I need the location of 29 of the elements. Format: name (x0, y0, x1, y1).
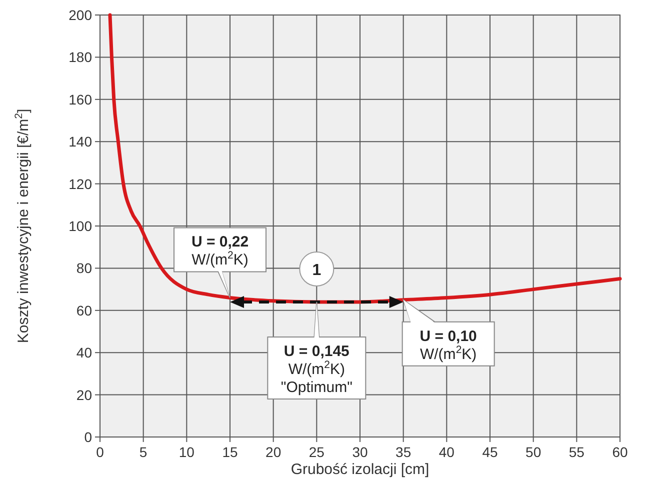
y-tick-label: 200 (68, 7, 92, 23)
x-tick-label: 60 (612, 444, 628, 460)
annotation: U = 0,22 W/(m$^{2}$K) (191, 234, 249, 269)
y-tick-label: 160 (68, 91, 92, 108)
x-tick-label: 0 (96, 444, 104, 460)
y-tick-label: 40 (76, 344, 92, 361)
x-tick-label: 45 (482, 444, 498, 460)
annotation: U = 0,145 W/(m$^{2}$K) "Optimum" (280, 342, 352, 396)
x-tick-label: 50 (526, 444, 542, 460)
y-tick-label: 140 (68, 134, 92, 150)
x-tick-label: 40 (438, 444, 455, 460)
y-tick-label: 80 (76, 260, 92, 276)
x-tick-label: 25 (308, 444, 325, 460)
annotation: U = 0,10 W/(m$^{2}$K) (420, 328, 477, 363)
x-tick-label: 55 (568, 444, 585, 460)
x-tick-label: 10 (178, 444, 195, 460)
x-tick-label: 5 (139, 444, 148, 460)
x-tick-label: 15 (222, 444, 238, 460)
y-tick-label: 100 (68, 218, 92, 234)
x-axis-title: Grubość izolacji [cm] (290, 461, 430, 478)
x-tick-label: 30 (352, 444, 368, 460)
x-tick-label: 20 (266, 444, 282, 460)
y-tick-label: 180 (68, 49, 92, 66)
y-tick-label: 60 (76, 302, 92, 318)
y-tick-label: 0 (84, 429, 92, 445)
x-tick-label: 35 (396, 444, 412, 460)
annotation: 1 (312, 262, 322, 279)
y-tick-label: 20 (76, 386, 92, 403)
y-tick-label: 120 (68, 176, 92, 192)
